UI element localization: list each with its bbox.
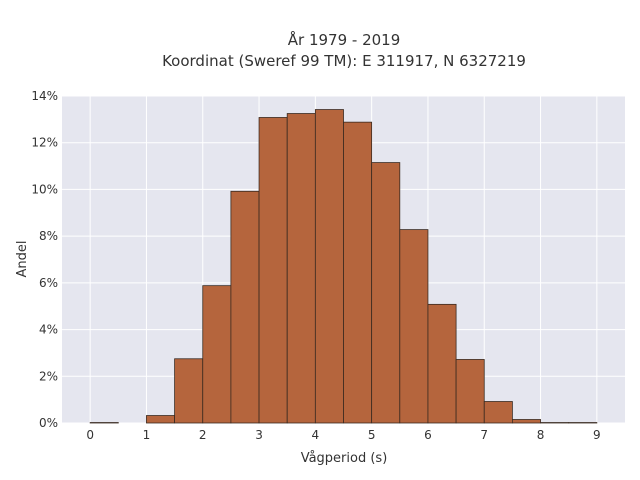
histogram-bar — [202, 285, 232, 424]
x-tick-label: 7 — [480, 428, 488, 442]
histogram-bar — [230, 190, 260, 424]
y-tick-label: 10% — [31, 182, 58, 196]
x-axis-label: Vågperiod (s) — [301, 451, 388, 466]
y-tick-label: 8% — [39, 229, 58, 243]
y-tick-label: 14% — [31, 89, 58, 103]
x-tick-label: 8 — [537, 428, 545, 442]
y-tick-label: 2% — [39, 369, 58, 383]
histogram-bar — [483, 401, 513, 424]
y-axis-ticks: 0% 2% 4% 6% 8% 10% 12% 14% — [31, 89, 58, 430]
x-tick-label: 0 — [86, 428, 94, 442]
histogram-bar — [371, 162, 401, 424]
histogram-bar — [258, 117, 288, 424]
histogram-bar — [455, 359, 485, 424]
x-tick-label: 9 — [593, 428, 601, 442]
chart-subtitle: Koordinat (Sweref 99 TM): E 311917, N 63… — [162, 52, 526, 70]
y-axis-label: Andel — [15, 241, 30, 278]
x-tick-label: 6 — [424, 428, 432, 442]
y-tick-label: 0% — [39, 416, 58, 430]
x-tick-label: 4 — [312, 428, 320, 442]
histogram-bar — [512, 419, 541, 424]
x-tick-label: 5 — [368, 428, 376, 442]
y-tick-label: 12% — [31, 136, 58, 150]
x-tick-label: 2 — [199, 428, 207, 442]
chart-title: År 1979 - 2019 — [288, 30, 401, 49]
x-tick-label: 3 — [255, 428, 263, 442]
histogram-bar — [399, 229, 429, 424]
histogram-bar — [174, 358, 204, 424]
histogram-bar — [314, 109, 344, 424]
bars — [89, 109, 598, 424]
y-tick-label: 4% — [39, 323, 58, 337]
histogram-bar — [343, 121, 373, 424]
x-axis-ticks: 0 1 2 3 4 5 6 7 8 9 — [86, 428, 600, 442]
histogram-bar — [146, 415, 175, 424]
histogram-bar — [286, 113, 316, 424]
histogram-bar — [427, 303, 457, 424]
x-tick-label: 1 — [143, 428, 151, 442]
y-tick-label: 6% — [39, 276, 58, 290]
